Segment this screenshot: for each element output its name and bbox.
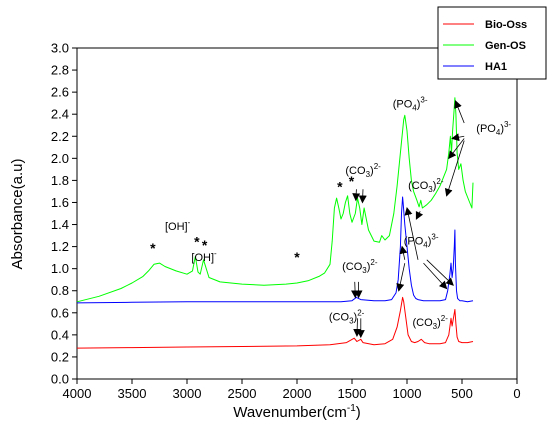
peak-star: * (349, 173, 355, 189)
x-tick-label: 3000 (173, 386, 202, 401)
y-tick-label: 0.4 (51, 327, 69, 342)
annotation-arrow (444, 140, 465, 197)
peak-annotation: (PO4)3- (393, 96, 428, 113)
x-tick-label: 3500 (118, 386, 147, 401)
peak-annotation: (CO3)2- (345, 162, 381, 179)
x-tick-label: 4000 (63, 386, 92, 401)
y-tick-label: 0.6 (51, 305, 69, 320)
annotation-arrow (426, 259, 454, 286)
peak-star: * (194, 234, 200, 250)
axis-ticks: 4000 3500 3000 2500 2000 1500 1000 500 0 0.0 0.2 0.… (51, 41, 521, 402)
series-line-bio-oss (76, 296, 474, 349)
peak-star: * (337, 178, 343, 194)
x-tick-label: 2500 (228, 386, 257, 401)
annotation-arrow (351, 281, 360, 299)
x-axis-title-sup: -1 (347, 403, 356, 414)
annotation-arrow (396, 263, 406, 292)
y-tick-label: 2.6 (51, 85, 69, 100)
y-tick-label: 0.8 (51, 283, 69, 298)
y-tick-label: 1.4 (51, 217, 69, 232)
y-tick-label: 1.2 (51, 239, 69, 254)
x-tick-label: 1000 (393, 386, 422, 401)
y-axis-title: Absorbance(a.u) (9, 159, 26, 270)
plot-area (76, 47, 518, 380)
peak-star: * (150, 240, 156, 256)
peak-star: * (294, 249, 300, 265)
peak-annotation: (CO3)2- (329, 309, 365, 326)
peak-annotation: (PO4)3- (404, 232, 439, 249)
annotation-arrow (404, 207, 419, 260)
legend-label-ha1: HA1 (485, 61, 507, 73)
x-tick-label: 1500 (338, 386, 367, 401)
annotation-arrow (415, 210, 424, 220)
annotation-arrow (448, 138, 465, 160)
annotation-arrow (352, 189, 361, 202)
series-line-gen-os (76, 97, 474, 303)
y-tick-label: 0.2 (51, 349, 69, 364)
y-tick-label: 2.0 (51, 151, 69, 166)
legend-box (437, 6, 547, 80)
x-tick-label: 500 (451, 386, 473, 401)
x-axis-title-main: Wavenumber(cm (233, 404, 347, 421)
y-tick-label: 2.8 (51, 63, 69, 78)
peak-annotation: [OH]- (191, 249, 217, 264)
annotation-arrow (358, 189, 367, 204)
legend-label-bio-oss: Bio-Oss (485, 19, 527, 31)
y-tick-label: 1.8 (51, 173, 69, 188)
y-tick-label: 1.6 (51, 195, 69, 210)
y-tick-label: 2.2 (51, 129, 69, 144)
peak-annotation: (CO3)2- (342, 258, 378, 275)
x-axis-title-end: ) (356, 404, 361, 421)
peak-annotation: (PO4)3- (476, 120, 511, 137)
y-tick-label: 3.0 (51, 41, 69, 56)
annotation-group: * * *** *[OH]-[OH]-(PO4)3-(PO4)3-(CO3)2-(CO… (150, 96, 511, 339)
legend: Bio-Oss Gen-OS HA1 (437, 6, 547, 80)
x-tick-label: 2000 (283, 386, 312, 401)
legend-label-gen-os: Gen-OS (485, 40, 526, 52)
annotation-arrow (423, 262, 448, 290)
series-line-ha1 (76, 196, 474, 304)
annotation-arrow (454, 100, 465, 124)
y-tick-label: 1.0 (51, 261, 69, 276)
y-tick-label: 0.0 (51, 372, 69, 387)
peak-star: * (202, 237, 208, 253)
x-tick-label: 0 (513, 386, 520, 401)
peak-annotation: [OH]- (165, 218, 191, 233)
annotation-arrow (451, 133, 465, 142)
annotation-arrow (399, 245, 408, 260)
x-axis-title: Wavenumber(cm-1) (233, 403, 361, 421)
y-tick-label: 2.4 (51, 107, 69, 122)
peak-annotation: (CO3)2- (413, 314, 449, 331)
peak-annotation: (CO3)2- (408, 177, 444, 194)
series-group (76, 97, 474, 349)
